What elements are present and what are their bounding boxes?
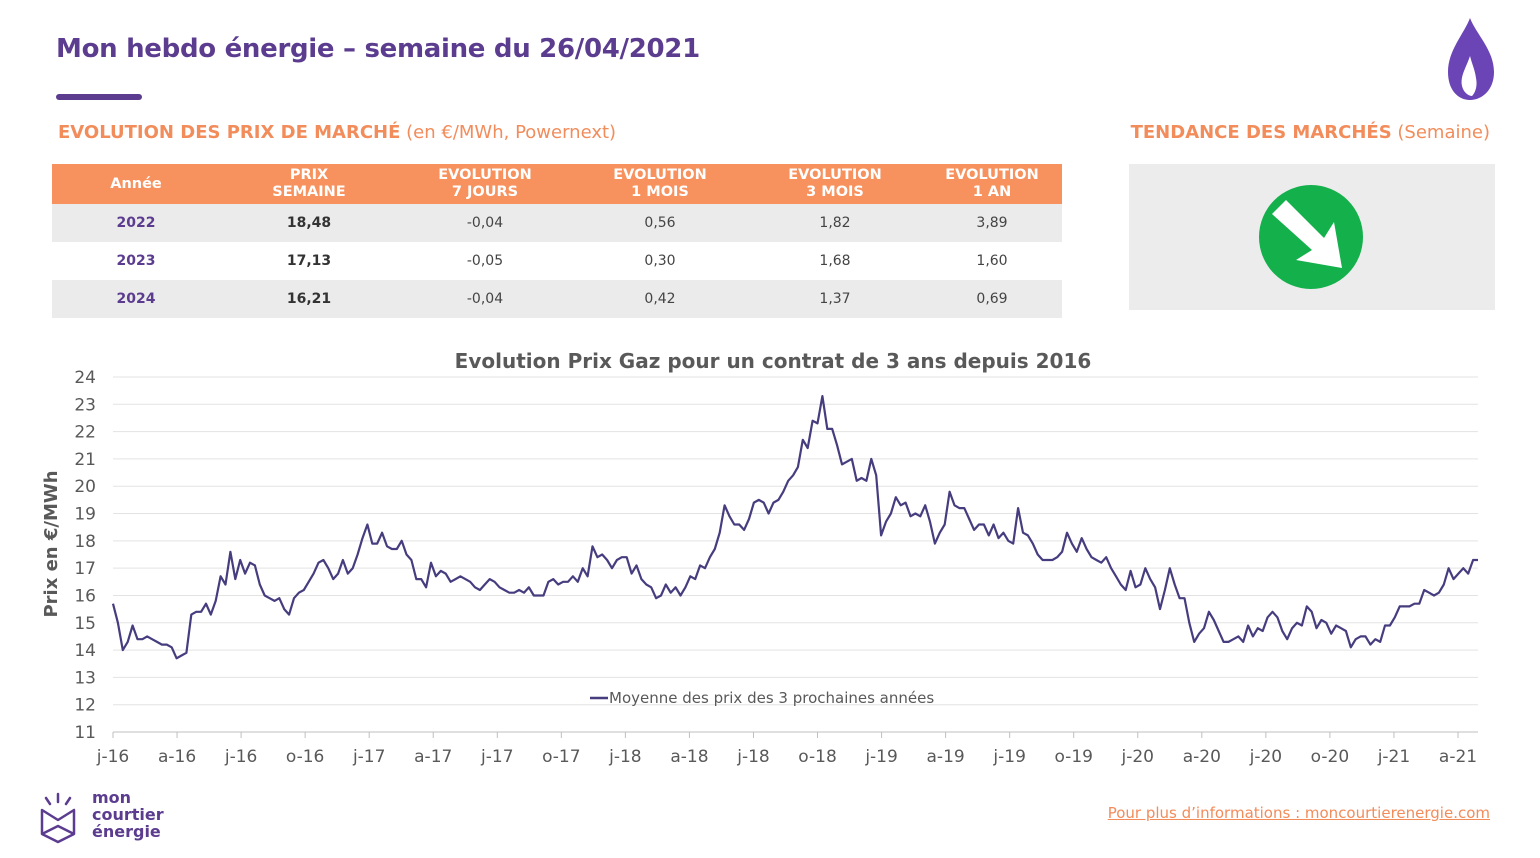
grid-lines [113,377,1478,732]
x-tick-label: j-17 [352,747,386,767]
cell-year: 2022 [52,204,220,242]
cell-7days: -0,05 [398,242,572,280]
table-row: 2023 17,13 -0,05 0,30 1,68 1,60 [52,242,1062,280]
x-tick-label: a-19 [927,747,965,767]
header-7days: EVOLUTION 7 JOURS [398,164,572,204]
logo-line-2: courtier [92,806,164,823]
legend-label: Moyenne des prix des 3 prochaines années [609,689,934,707]
cell-3months: 1,82 [748,204,922,242]
x-tick-label: j-20 [1121,747,1155,767]
x-tick-label: o-17 [542,747,580,767]
x-tick-label: o-20 [1311,747,1349,767]
y-tick-label: 13 [74,668,96,688]
x-tick-label: j-19 [992,747,1026,767]
cell-7days: -0,04 [398,204,572,242]
chart-title: Evolution Prix Gaz pour un contrat de 3 … [455,349,1092,373]
y-tick-label: 19 [74,505,96,525]
cell-1year: 1,60 [922,242,1062,280]
y-tick-label: 11 [74,723,96,743]
x-tick-label: o-19 [1054,747,1092,767]
logo-line-3: énergie [92,823,164,840]
flame-icon [1440,16,1500,102]
x-tick-label: o-18 [798,747,836,767]
arrow-down-right-icon [1258,184,1364,290]
y-tick-label: 14 [74,641,96,661]
y-tick-labels: 11 12 13 14 15 16 17 18 19 20 21 22 23 24 [74,368,96,743]
table-row: 2024 16,21 -0,04 0,42 1,37 0,69 [52,280,1062,318]
header-price: PRIX SEMAINE [220,164,398,204]
cell-1month: 0,30 [572,242,748,280]
x-tick-label: o-16 [286,747,324,767]
legend: Moyenne des prix des 3 prochaines années [590,689,934,707]
y-tick-label: 15 [74,614,96,634]
chart-svg: Evolution Prix Gaz pour un contrat de 3 … [0,340,1540,780]
x-tick-label: j-18 [736,747,770,767]
cell-price: 18,48 [220,204,398,242]
page-title: Mon hebdo énergie – semaine du 26/04/202… [56,34,700,64]
header-year: Année [52,164,220,204]
y-tick-label: 17 [74,559,96,579]
x-tick-label: j-18 [608,747,642,767]
price-table: Année PRIX SEMAINE EVOLUTION 7 JOURS EVO… [52,164,1062,318]
market-section-title: EVOLUTION DES PRIX DE MARCHÉ (en €/MWh, … [58,122,616,143]
y-tick-label: 18 [74,532,96,552]
x-tick-label: a-18 [670,747,708,767]
y-tick-label: 16 [74,586,96,606]
x-tick-label: j-19 [864,747,898,767]
y-tick-label: 22 [74,423,96,443]
logo-line-1: mon [92,789,164,806]
trend-subtitle: (Semaine) [1397,122,1490,143]
trend-section-title: TENDANCE DES MARCHÉS (Semaine) [1131,122,1490,143]
price-chart: Evolution Prix Gaz pour un contrat de 3 … [0,340,1540,780]
cell-3months: 1,37 [748,280,922,318]
y-tick-label: 23 [74,395,96,415]
logo-text: mon courtier énergie [92,789,164,840]
cell-1year: 3,89 [922,204,1062,242]
x-tick-labels: j-16 a-16 j-16 o-16 j-17 a-17 j-17 o-17 j-18 a-18… [96,732,1477,767]
table-header-row: Année PRIX SEMAINE EVOLUTION 7 JOURS EVO… [52,164,1062,204]
cell-3months: 1,68 [748,242,922,280]
x-tick-label: a-21 [1439,747,1477,767]
header-1year: EVOLUTION 1 AN [922,164,1062,204]
x-tick-label: j-20 [1249,747,1283,767]
x-tick-label: j-17 [480,747,514,767]
cell-7days: -0,04 [398,280,572,318]
x-tick-label: j-16 [224,747,258,767]
x-tick-label: a-17 [414,747,452,767]
header-1month: EVOLUTION 1 MOIS [572,164,748,204]
cell-1month: 0,42 [572,280,748,318]
header-3months: EVOLUTION 3 MOIS [748,164,922,204]
y-tick-label: 20 [74,477,96,497]
cell-price: 17,13 [220,242,398,280]
cell-year: 2024 [52,280,220,318]
y-tick-label: 24 [74,368,96,388]
market-title: EVOLUTION DES PRIX DE MARCHÉ [58,122,400,143]
title-underline [56,94,142,100]
series-line [113,396,1478,658]
y-tick-label: 21 [74,450,96,470]
cell-year: 2023 [52,242,220,280]
trend-title: TENDANCE DES MARCHÉS [1131,122,1392,143]
table-row: 2022 18,48 -0,04 0,56 1,82 3,89 [52,204,1062,242]
y-axis-label: Prix en €/MWh [41,470,62,617]
y-tick-label: 12 [74,696,96,716]
x-tick-label: j-21 [1377,747,1411,767]
cell-1month: 0,56 [572,204,748,242]
cell-1year: 0,69 [922,280,1062,318]
series-line-group [113,396,1478,658]
more-info-link[interactable]: Pour plus d’informations : moncourtieren… [1108,804,1490,822]
market-subtitle: (en €/MWh, Powernext) [406,122,616,143]
x-tick-label: a-16 [158,747,196,767]
cell-price: 16,21 [220,280,398,318]
x-tick-label: j-16 [96,747,130,767]
x-tick-label: a-20 [1183,747,1221,767]
